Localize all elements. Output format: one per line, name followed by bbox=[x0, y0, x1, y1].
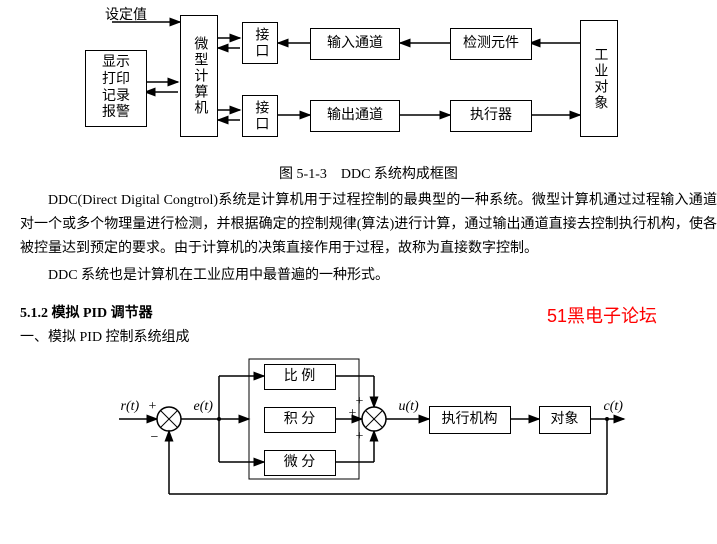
box-out-channel-label: 输出通道 bbox=[327, 108, 383, 125]
box-i-label: 积 分 bbox=[284, 412, 316, 429]
box-in-channel-label: 输入通道 bbox=[327, 36, 383, 53]
paragraph-2: DDC 系统也是计算机在工业应用中最普遍的一种形式。 bbox=[20, 264, 717, 288]
box-plant-2: 对象 bbox=[539, 406, 591, 434]
box-p: 比 例 bbox=[264, 364, 336, 390]
box-actuator-2-label: 执行机构 bbox=[442, 412, 498, 429]
pid-block-diagram: r(t) e(t) u(t) c(t) + − + + + 比 例 积 分 微 … bbox=[109, 354, 629, 504]
box-d-label: 微 分 bbox=[284, 455, 316, 472]
label-plus-2c: + bbox=[356, 429, 364, 445]
box-out-channel: 输出通道 bbox=[310, 100, 400, 132]
box-sensor-label: 检测元件 bbox=[463, 36, 519, 53]
box-display-label: 显示 打印 记录 报警 bbox=[102, 55, 130, 122]
box-computer-label: 微型计算机 bbox=[191, 36, 208, 116]
box-iface-top: 接口 bbox=[242, 22, 278, 64]
label-minus-1: − bbox=[151, 430, 159, 446]
box-sensor: 检测元件 bbox=[450, 28, 532, 60]
section-subtitle: 一、模拟 PID 控制系统组成 bbox=[20, 326, 717, 346]
setpoint-label: 设定值 bbox=[105, 4, 147, 24]
label-plus-1a: + bbox=[149, 399, 157, 415]
box-plant: 工业对象 bbox=[580, 20, 618, 137]
ddc-block-diagram: 设定值 显示 打印 记录 报警 微型计算机 接口 接口 输入通道 输出通道 检测… bbox=[50, 10, 650, 155]
label-rt: r(t) bbox=[121, 399, 140, 415]
label-ut: u(t) bbox=[399, 399, 419, 415]
box-iface-bot-label: 接口 bbox=[252, 100, 269, 132]
box-computer: 微型计算机 bbox=[180, 15, 218, 137]
label-plus-2b: + bbox=[349, 406, 357, 422]
paragraph-1: DDC(Direct Digital Congtrol)系统是计算机用于过程控制… bbox=[20, 189, 717, 260]
box-display: 显示 打印 记录 报警 bbox=[85, 50, 147, 127]
box-plant-2-label: 对象 bbox=[551, 412, 579, 429]
box-in-channel: 输入通道 bbox=[310, 28, 400, 60]
label-plus-2a: + bbox=[356, 394, 364, 410]
box-i: 积 分 bbox=[264, 407, 336, 433]
box-d: 微 分 bbox=[264, 450, 336, 476]
label-et: e(t) bbox=[194, 399, 213, 415]
box-plant-label: 工业对象 bbox=[591, 47, 608, 111]
box-actuator: 执行器 bbox=[450, 100, 532, 132]
watermark: 51黑电子论坛 bbox=[547, 302, 657, 328]
box-actuator-2: 执行机构 bbox=[429, 406, 511, 434]
box-p-label: 比 例 bbox=[284, 369, 316, 386]
box-iface-top-label: 接口 bbox=[252, 27, 269, 59]
label-ct: c(t) bbox=[604, 399, 623, 415]
box-actuator-label: 执行器 bbox=[470, 108, 512, 125]
diagram1-caption: 图 5-1-3 DDC 系统构成框图 bbox=[10, 163, 717, 183]
box-iface-bot: 接口 bbox=[242, 95, 278, 137]
